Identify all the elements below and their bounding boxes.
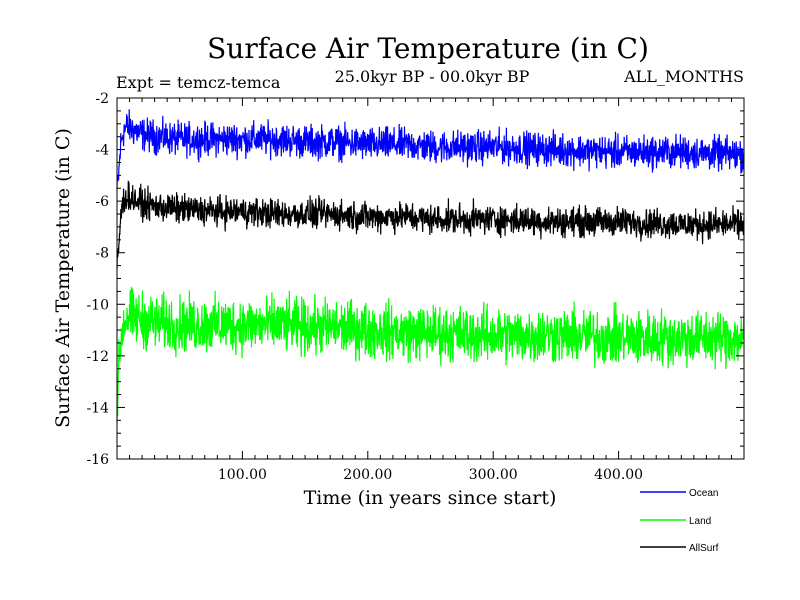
legend-label-land: Land: [689, 516, 711, 527]
y-tick-label: -4: [95, 143, 109, 159]
months-label: ALL_MONTHS: [623, 67, 744, 86]
x-tick-label: 100.00: [218, 467, 267, 483]
x-axis-label: Time (in years since start): [304, 487, 557, 509]
y-tick-label: -2: [95, 91, 109, 107]
legend: Ocean Land AllSurf: [640, 488, 719, 554]
experiment-label: Expt = temcz-temca: [116, 73, 281, 92]
x-tick-label: 200.00: [343, 467, 392, 483]
y-tick-label: -10: [86, 297, 109, 313]
y-axis-label: Surface Air Temperature (in C): [52, 128, 74, 428]
y-tick-label: -8: [95, 246, 109, 262]
series-line-allsurf: [116, 180, 745, 270]
y-tick-label: -6: [95, 194, 109, 210]
axis-ticks: 100.00 200.00 300.00 400.00 -16 -14 -12 -10 -8 -6…: [86, 91, 744, 483]
series-line-land: [116, 286, 745, 424]
chart-title: Surface Air Temperature (in C): [207, 32, 649, 65]
legend-label-ocean: Ocean: [689, 488, 718, 499]
y-tick-label: -16: [86, 452, 109, 468]
series-line-ocean: [116, 109, 745, 190]
y-tick-label: -12: [86, 349, 109, 365]
legend-label-allsurf: AllSurf: [689, 543, 719, 554]
x-tick-label: 300.00: [469, 467, 518, 483]
y-tick-label: -14: [86, 400, 109, 416]
plot-area: [116, 109, 745, 424]
x-tick-label: 400.00: [594, 467, 643, 483]
chart-subtitle: 25.0kyr BP - 00.0kyr BP: [335, 67, 530, 86]
